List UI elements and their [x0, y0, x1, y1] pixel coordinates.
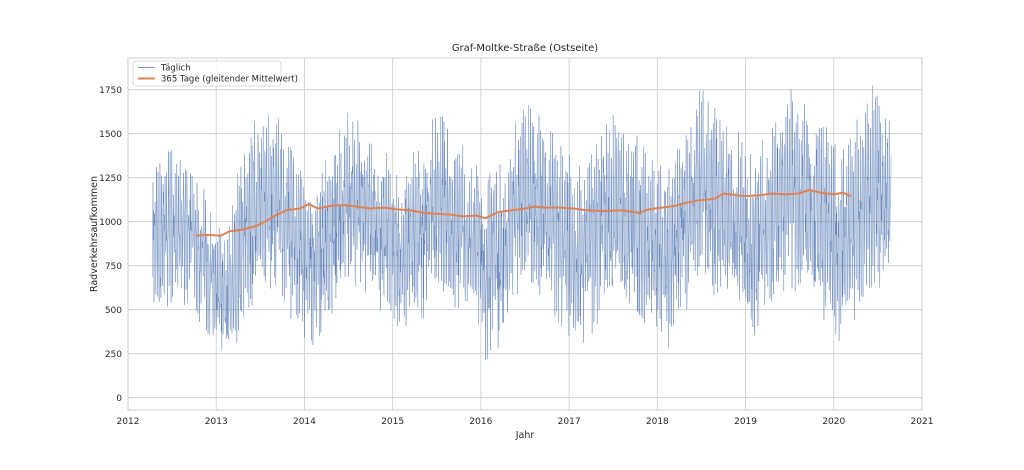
x-tick-label: 2014	[293, 417, 316, 427]
x-tick-label: 2019	[734, 417, 757, 427]
y-tick-label: 750	[105, 262, 122, 272]
x-tick-label: 2012	[117, 417, 140, 427]
x-tick-label: 2017	[558, 417, 581, 427]
x-tick-label: 2015	[381, 417, 404, 427]
x-tick-label: 2021	[911, 417, 934, 427]
y-tick-label: 1750	[99, 86, 122, 96]
y-tick-label: 1500	[99, 130, 122, 140]
y-tick-label: 1000	[99, 218, 122, 228]
series-daily-line	[152, 85, 892, 360]
legend-label-moving-average: 365 Tage (gleitender Mittelwert)	[161, 75, 298, 85]
y-tick-label: 0	[116, 394, 122, 404]
y-tick-label: 250	[105, 350, 122, 360]
y-axis-label: Radverkehrsaufkommen	[89, 176, 100, 292]
x-tick-label: 2016	[469, 417, 492, 427]
plot-frame	[127, 57, 923, 411]
legend-label-daily: Täglich	[160, 64, 191, 74]
legend: Täglich 365 Tage (gleitender Mittelwert)	[132, 60, 298, 87]
y-tick-label: 500	[105, 306, 122, 316]
chart-title: Graf-Moltke-Straße (Ostseite)	[452, 43, 598, 54]
y-tick-label: 1250	[99, 174, 122, 184]
x-axis-label: Jahr	[515, 430, 535, 441]
series-daily	[152, 85, 892, 360]
x-tick-label: 2013	[205, 417, 228, 427]
series-moving-average-line	[195, 189, 852, 237]
x-tick-label: 2020	[822, 417, 845, 427]
x-tick-label: 2018	[646, 417, 669, 427]
legend-box	[132, 60, 282, 87]
